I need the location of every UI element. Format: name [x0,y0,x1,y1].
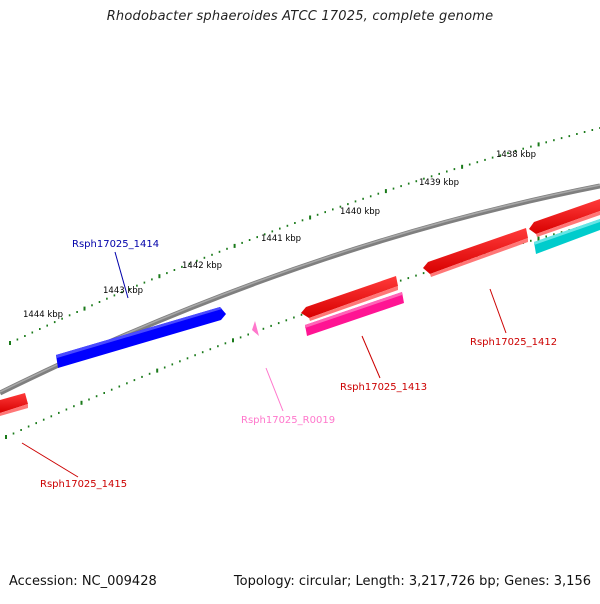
scale-label: 1439 kbp [419,178,459,188]
gene-rsph17025-1413-forward-arrow[interactable] [301,276,398,321]
gene-right-cyan-block[interactable] [534,219,600,254]
genome-summary-text: Topology: circular; Length: 3,217,726 bp… [233,574,591,589]
inner-scale-ticks [5,221,600,439]
leader-line-1413 [361,335,381,379]
gene-right-forward-arrow[interactable] [529,199,600,237]
leader-line-1414 [114,251,129,299]
gene-label-1415[interactable]: Rsph17025_1415 [40,479,127,490]
gene-label-1413[interactable]: Rsph17025_1413 [340,382,427,393]
leader-line-1415 [21,442,79,478]
trna-rsph17025-r0019-marker[interactable] [252,321,259,336]
map-title: Rhodobacter sphaeroides ATCC 17025, comp… [106,9,494,24]
genome-backbone [0,183,600,396]
leader-line-1412 [489,288,507,334]
gene-rsph17025-1414-arrow[interactable] [56,307,226,368]
gene-rsph17025-1412-arrow[interactable] [423,228,528,277]
accession-text: Accession: NC_009428 [9,574,157,589]
scale-label: 1442 kbp [182,261,222,271]
gene-label-r0019[interactable]: Rsph17025_R0019 [241,415,335,426]
genome-backbone-highlight [0,184,600,393]
leader-line-r0019 [265,367,284,412]
gene-rsph17025-1413-rrna-block[interactable] [305,292,404,336]
scale-label: 1444 kbp [23,310,63,320]
scale-label: 1438 kbp [496,150,536,160]
gene-label-1414[interactable]: Rsph17025_1414 [72,239,159,250]
scale-label: 1441 kbp [261,234,301,244]
gene-rsph17025-1415-arrow[interactable] [0,393,28,416]
gene-label-1412[interactable]: Rsph17025_1412 [470,337,557,348]
scale-labels: 1438 kbp 1439 kbp 1440 kbp 1441 kbp 1442… [23,150,536,320]
gene-labels: Rsph17025_1414 Rsph17025_1412 Rsph17025_… [40,239,557,490]
scale-label: 1443 kbp [103,286,143,296]
outer-scale-ticks [9,127,600,345]
scale-label: 1440 kbp [340,207,380,217]
